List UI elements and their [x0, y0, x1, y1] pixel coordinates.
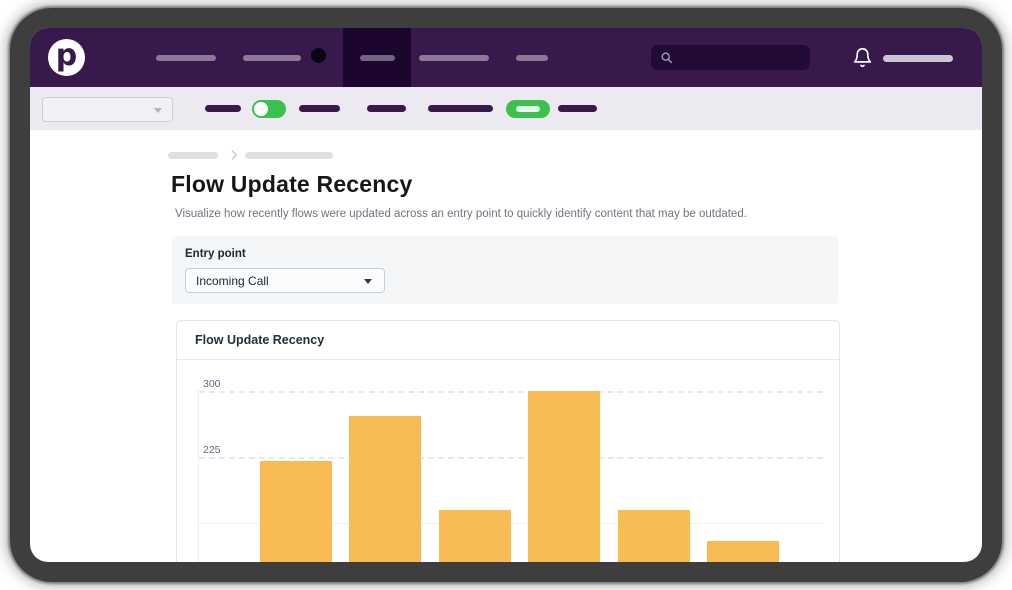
bar-4[interactable] — [528, 391, 601, 562]
search-icon — [661, 52, 673, 64]
breadcrumb-chevron-icon — [231, 150, 238, 160]
toolbar-item-placeholder-5[interactable] — [558, 105, 597, 112]
toolbar-green-badge[interactable] — [506, 100, 550, 118]
toolbar-select[interactable] — [42, 97, 173, 122]
entry-point-select[interactable]: Incoming Call — [185, 268, 385, 293]
nav-item-active-tab[interactable] — [343, 28, 411, 87]
device-frame: p — [10, 8, 1002, 582]
search-input[interactable] — [651, 45, 810, 70]
brand-logo[interactable]: p — [48, 39, 85, 76]
bar-3[interactable] — [438, 509, 511, 562]
bar-1[interactable] — [260, 461, 332, 562]
badge-label-placeholder — [516, 106, 540, 112]
entry-point-panel: Entry point Incoming Call — [172, 236, 838, 304]
plot-area — [198, 391, 823, 562]
toolbar-item-placeholder-3[interactable] — [367, 105, 406, 112]
bar-5[interactable] — [617, 509, 690, 562]
toggle-knob — [254, 102, 268, 116]
bar-2[interactable] — [349, 415, 422, 562]
toolbar-item-placeholder-1[interactable] — [205, 105, 241, 112]
nav-item-placeholder-3 — [360, 55, 395, 61]
nav-item-placeholder-2[interactable] — [243, 55, 301, 61]
chart-card-header: Flow Update Recency — [177, 321, 839, 360]
gridline-225 — [199, 457, 823, 459]
chart-card-title: Flow Update Recency — [195, 333, 325, 347]
toolbar-toggle[interactable] — [252, 100, 286, 118]
chart-card: Flow Update Recency 300 225 — [176, 320, 840, 562]
toolbar-item-placeholder-2[interactable] — [299, 105, 340, 112]
bell-icon[interactable] — [852, 46, 873, 69]
page-title: Flow Update Recency — [171, 171, 413, 197]
gridline-300 — [199, 391, 823, 393]
entry-point-label: Entry point — [185, 248, 246, 260]
page-subtitle: Visualize how recently flows were update… — [175, 208, 747, 220]
breadcrumb-item-placeholder-2[interactable] — [245, 152, 333, 159]
nav-notification-dot — [311, 48, 326, 63]
gridline-150 — [199, 523, 823, 524]
top-nav-bar: p — [30, 28, 982, 87]
chevron-down-icon — [154, 108, 162, 113]
nav-item-placeholder-4[interactable] — [419, 55, 489, 61]
secondary-toolbar — [30, 87, 982, 130]
user-name-placeholder[interactable] — [883, 55, 953, 62]
nav-item-placeholder-5[interactable] — [516, 55, 548, 61]
breadcrumb-item-placeholder-1[interactable] — [168, 152, 218, 159]
brand-logo-letter: p — [55, 37, 78, 73]
bar-chart: 300 225 — [177, 360, 839, 562]
entry-point-selected-value: Incoming Call — [196, 273, 269, 288]
app-window: p — [30, 28, 982, 562]
bar-6[interactable] — [707, 540, 779, 562]
y-axis-tick-label: 300 — [203, 378, 221, 390]
y-axis-tick-label: 225 — [203, 444, 221, 456]
toolbar-item-placeholder-4[interactable] — [428, 105, 493, 112]
chevron-down-icon — [364, 279, 372, 284]
nav-item-placeholder-1[interactable] — [156, 55, 216, 61]
